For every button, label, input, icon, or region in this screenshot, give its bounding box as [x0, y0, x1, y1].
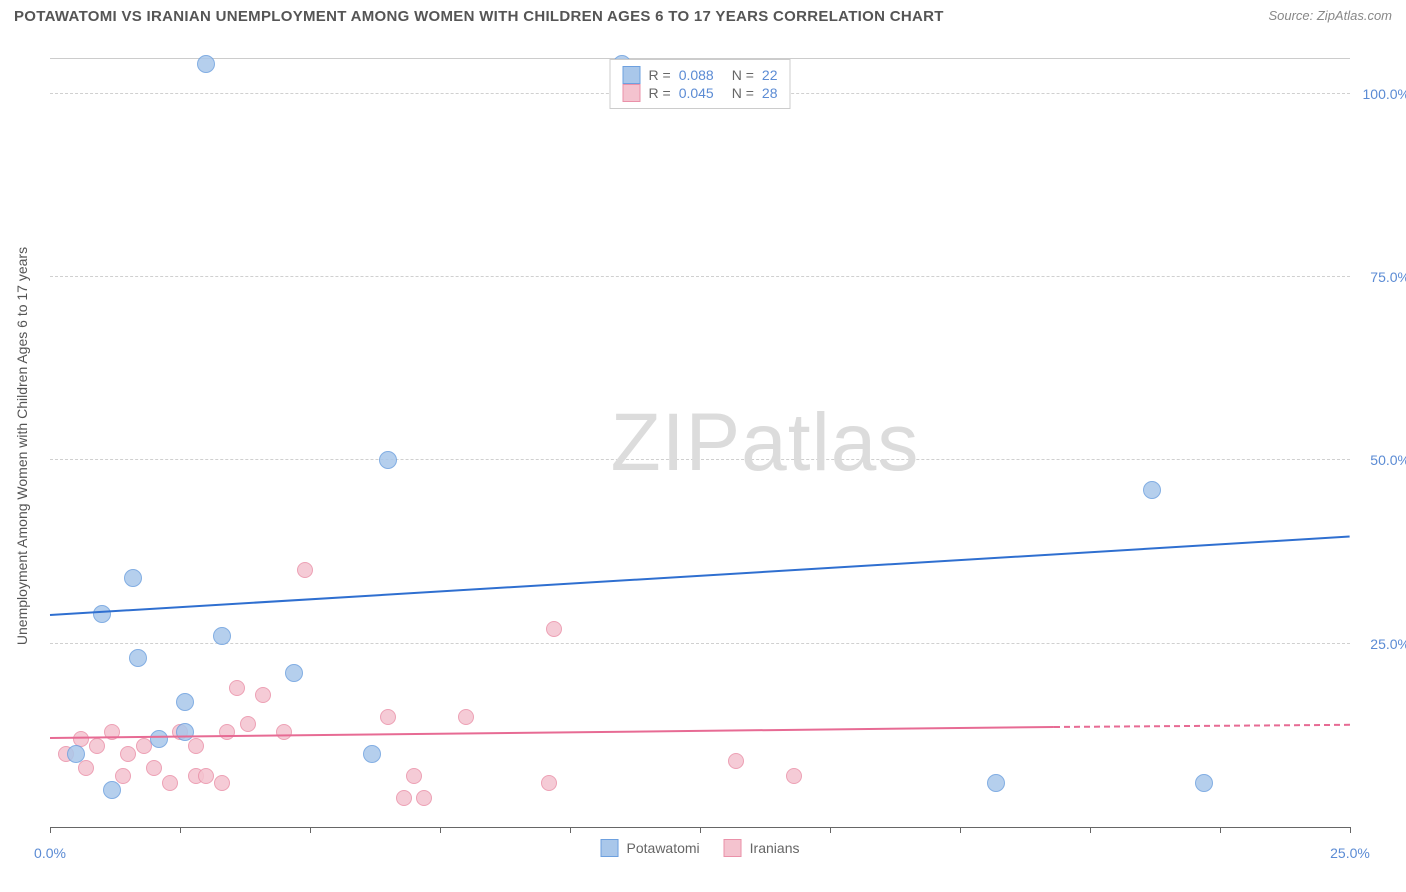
data-point [240, 716, 256, 732]
y-tick-label: 50.0% [1370, 452, 1406, 468]
data-point [124, 569, 142, 587]
data-point [297, 562, 313, 578]
x-tick [180, 827, 181, 833]
data-point [380, 709, 396, 725]
legend-row: R = 0.045 N = 28 [623, 84, 778, 102]
data-point [416, 790, 432, 806]
data-point [396, 790, 412, 806]
grid-line [50, 276, 1350, 277]
data-point [197, 55, 215, 73]
data-point [146, 760, 162, 776]
data-point [120, 746, 136, 762]
legend-swatch [623, 66, 641, 84]
legend-n-label: N = [732, 67, 754, 83]
legend-n-value: 28 [762, 85, 778, 101]
trend-line-dashed [1054, 724, 1350, 728]
legend-r-value: 0.045 [679, 85, 714, 101]
y-tick-label: 100.0% [1363, 86, 1406, 102]
data-point [129, 649, 147, 667]
legend-n-value: 22 [762, 67, 778, 83]
data-point [103, 781, 121, 799]
x-tick [700, 827, 701, 833]
data-point [285, 664, 303, 682]
trend-line [50, 535, 1350, 615]
legend-swatch [724, 839, 742, 857]
data-point [987, 774, 1005, 792]
data-point [229, 680, 245, 696]
data-point [67, 745, 85, 763]
data-point [541, 775, 557, 791]
x-tick [50, 827, 51, 833]
data-point [115, 768, 131, 784]
source-attribution: Source: ZipAtlas.com [1268, 8, 1392, 23]
data-point [150, 730, 168, 748]
data-point [78, 760, 94, 776]
data-point [786, 768, 802, 784]
legend-r-value: 0.088 [679, 67, 714, 83]
legend-swatch [601, 839, 619, 857]
data-point [458, 709, 474, 725]
x-tick-label: 0.0% [34, 845, 66, 861]
correlation-legend: R = 0.088 N = 22 R = 0.045 N = 28 [610, 59, 791, 109]
data-point [363, 745, 381, 763]
legend-item: Iranians [724, 839, 800, 857]
legend-n-label: N = [732, 85, 754, 101]
data-point [213, 627, 231, 645]
legend-label: Potawatomi [627, 840, 700, 856]
legend-row: R = 0.088 N = 22 [623, 66, 778, 84]
x-tick [310, 827, 311, 833]
x-tick [830, 827, 831, 833]
scatter-chart: ZIPatlas R = 0.088N = 22R = 0.045N = 28 … [50, 58, 1350, 828]
series-legend: Potawatomi Iranians [601, 839, 800, 857]
legend-r-label: R = [649, 85, 671, 101]
data-point [198, 768, 214, 784]
data-point [162, 775, 178, 791]
data-point [728, 753, 744, 769]
x-tick-label: 25.0% [1330, 845, 1370, 861]
legend-r-label: R = [649, 67, 671, 83]
watermark-text: ZIPatlas [611, 396, 920, 490]
data-point [89, 738, 105, 754]
data-point [219, 724, 235, 740]
legend-item: Potawatomi [601, 839, 700, 857]
data-point [406, 768, 422, 784]
y-axis-label: Unemployment Among Women with Children A… [14, 247, 30, 645]
data-point [1143, 481, 1161, 499]
chart-title: POTAWATOMI VS IRANIAN UNEMPLOYMENT AMONG… [14, 8, 944, 25]
data-point [214, 775, 230, 791]
y-tick-label: 25.0% [1370, 636, 1406, 652]
data-point [188, 738, 204, 754]
data-point [546, 621, 562, 637]
legend-swatch [623, 84, 641, 102]
x-tick [440, 827, 441, 833]
data-point [1195, 774, 1213, 792]
x-tick [1220, 827, 1221, 833]
grid-line [50, 643, 1350, 644]
data-point [255, 687, 271, 703]
x-tick [960, 827, 961, 833]
grid-line [50, 459, 1350, 460]
data-point [93, 605, 111, 623]
x-tick [570, 827, 571, 833]
data-point [276, 724, 292, 740]
trend-line [50, 726, 1054, 739]
data-point [136, 738, 152, 754]
x-tick [1350, 827, 1351, 833]
data-point [176, 693, 194, 711]
data-point [176, 723, 194, 741]
legend-label: Iranians [750, 840, 800, 856]
x-tick [1090, 827, 1091, 833]
y-tick-label: 75.0% [1370, 269, 1406, 285]
data-point [379, 451, 397, 469]
